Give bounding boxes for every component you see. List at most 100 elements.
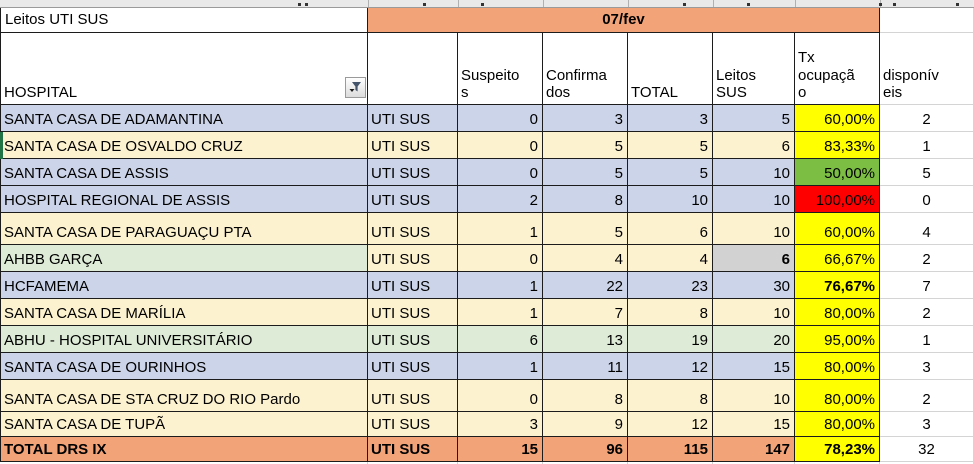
cell-occupancy-rate[interactable]: 80,00% (795, 299, 880, 326)
cell-occupancy-rate[interactable]: 95,00% (795, 326, 880, 353)
cell-bed-type[interactable]: UTI SUS (368, 380, 458, 412)
cell-bed-type[interactable]: UTI SUS (368, 412, 458, 437)
cell-occupancy-rate[interactable]: 76,67% (795, 272, 880, 299)
cell-bed-type[interactable]: UTI SUS (368, 132, 458, 159)
cell-empty[interactable] (458, 462, 543, 464)
cell-suspected-count[interactable]: 0 (458, 245, 543, 272)
cell-bed-type[interactable]: UTI SUS (368, 159, 458, 186)
cell-occupancy-rate[interactable]: 60,00% (795, 105, 880, 132)
cell-total-count[interactable]: 115 (628, 437, 713, 462)
cell-occupancy-rate[interactable]: 80,00% (795, 353, 880, 380)
cell-available-beds[interactable]: 5 (880, 159, 974, 186)
cell-hospital-name[interactable]: SANTA CASA DE ADAMANTINA (0, 105, 368, 132)
cell-hospital-name[interactable]: TOTAL DRS IX (0, 437, 368, 462)
cell-sus-beds[interactable]: 147 (713, 437, 795, 462)
cell-sus-beds[interactable]: 10 (713, 186, 795, 213)
cell-suspected-count[interactable]: 1 (458, 272, 543, 299)
cell-occupancy-rate[interactable]: 60,00% (795, 213, 880, 245)
cell-confirmed-count[interactable]: 5 (543, 132, 628, 159)
cell-suspected-count[interactable]: 0 (458, 380, 543, 412)
cell-bed-type[interactable]: UTI SUS (368, 245, 458, 272)
cell-sus-beds[interactable]: 6 (713, 245, 795, 272)
cell-hospital-name[interactable]: SANTA CASA DE ASSIS (0, 159, 368, 186)
cell-sheet-title[interactable]: Leitos UTI SUS (0, 8, 368, 33)
cell-occupancy-rate[interactable]: 50,00% (795, 159, 880, 186)
cell-occupancy-rate[interactable]: 80,00% (795, 412, 880, 437)
cell-total-count[interactable]: 10 (628, 186, 713, 213)
cell-total-count[interactable]: 12 (628, 412, 713, 437)
cell-bed-type[interactable]: UTI SUS (368, 272, 458, 299)
cell-bed-type[interactable]: UTI SUS (368, 105, 458, 132)
cell-hospital-name[interactable]: SANTA CASA DE OURINHOS (0, 353, 368, 380)
cell-available-beds[interactable]: 7 (880, 272, 974, 299)
column-header-beds[interactable]: Leitos SUS (713, 33, 795, 105)
cell-sus-beds[interactable]: 15 (713, 353, 795, 380)
cell-suspected-count[interactable]: 1 (458, 299, 543, 326)
column-header-suspected[interactable]: Suspeitos (458, 33, 543, 105)
cell-date-header[interactable]: 07/fev (368, 8, 880, 33)
cell-available-beds[interactable]: 2 (880, 299, 974, 326)
cell-occupancy-rate[interactable]: 80,00% (795, 380, 880, 412)
cell-confirmed-count[interactable]: 96 (543, 437, 628, 462)
cell-empty[interactable] (0, 462, 368, 464)
cell-empty[interactable] (795, 462, 880, 464)
cell-confirmed-count[interactable]: 8 (543, 186, 628, 213)
cell-empty[interactable] (368, 462, 458, 464)
cell-bed-type[interactable]: UTI SUS (368, 353, 458, 380)
cell-total-count[interactable]: 19 (628, 326, 713, 353)
cell-hospital-name[interactable]: SANTA CASA DE PARAGUAÇU PTA (0, 213, 368, 245)
cell-confirmed-count[interactable]: 5 (543, 159, 628, 186)
cell-suspected-count[interactable]: 0 (458, 132, 543, 159)
cell-suspected-count[interactable]: 2 (458, 186, 543, 213)
cell-occupancy-rate[interactable]: 100,00% (795, 186, 880, 213)
cell-suspected-count[interactable]: 1 (458, 213, 543, 245)
column-header-total[interactable]: TOTAL (628, 33, 713, 105)
cell-confirmed-count[interactable]: 7 (543, 299, 628, 326)
cell-bed-type[interactable]: UTI SUS (368, 186, 458, 213)
column-header-confirmed[interactable]: Confirmados (543, 33, 628, 105)
cell-confirmed-count[interactable]: 8 (543, 380, 628, 412)
cell-bed-type[interactable]: UTI SUS (368, 326, 458, 353)
cell-total-count[interactable]: 6 (628, 213, 713, 245)
cell-sus-beds[interactable]: 15 (713, 412, 795, 437)
cell-sus-beds[interactable]: 5 (713, 105, 795, 132)
cell-occupancy-rate[interactable]: 66,67% (795, 245, 880, 272)
cell-total-count[interactable]: 3 (628, 105, 713, 132)
cell-bed-type[interactable]: UTI SUS (368, 299, 458, 326)
cell-confirmed-count[interactable]: 4 (543, 245, 628, 272)
cell-suspected-count[interactable]: 15 (458, 437, 543, 462)
cell-confirmed-count[interactable]: 11 (543, 353, 628, 380)
cell-confirmed-count[interactable]: 13 (543, 326, 628, 353)
cell-confirmed-count[interactable]: 22 (543, 272, 628, 299)
cell-hospital-name[interactable]: HCFAMEMA (0, 272, 368, 299)
cell-hospital-name[interactable]: AHBB GARÇA (0, 245, 368, 272)
cell-available-beds[interactable]: 2 (880, 245, 974, 272)
cell-hospital-name[interactable]: SANTA CASA DE TUPÃ (0, 412, 368, 437)
cell-sus-beds[interactable]: 30 (713, 272, 795, 299)
cell-available-beds[interactable]: 4 (880, 213, 974, 245)
cell-suspected-count[interactable]: 3 (458, 412, 543, 437)
cell-total-count[interactable]: 23 (628, 272, 713, 299)
cell-total-count[interactable]: 12 (628, 353, 713, 380)
cell-confirmed-count[interactable]: 9 (543, 412, 628, 437)
cell-sus-beds[interactable]: 20 (713, 326, 795, 353)
cell-total-count[interactable]: 5 (628, 132, 713, 159)
cell-confirmed-count[interactable]: 3 (543, 105, 628, 132)
cell-available-beds[interactable]: 2 (880, 105, 974, 132)
cell-available-beds[interactable]: 2 (880, 380, 974, 412)
cell-occupancy-rate[interactable]: 83,33% (795, 132, 880, 159)
cell-empty[interactable] (628, 462, 713, 464)
cell-hospital-name[interactable]: SANTA CASA DE OSVALDO CRUZ (0, 132, 368, 159)
cell-bed-type[interactable]: UTI SUS (368, 437, 458, 462)
cell-suspected-count[interactable]: 0 (458, 105, 543, 132)
cell-available-beds[interactable]: 3 (880, 353, 974, 380)
cell-sus-beds[interactable]: 10 (713, 299, 795, 326)
cell-hospital-name[interactable]: HOSPITAL REGIONAL DE ASSIS (0, 186, 368, 213)
column-header-type[interactable] (368, 33, 458, 105)
filter-button[interactable] (345, 77, 366, 98)
cell-sus-beds[interactable]: 6 (713, 132, 795, 159)
cell-bed-type[interactable]: UTI SUS (368, 213, 458, 245)
cell-empty[interactable] (713, 462, 795, 464)
column-header-occupancy[interactable]: Tx ocupação (795, 33, 880, 105)
cell-occupancy-rate[interactable]: 78,23% (795, 437, 880, 462)
